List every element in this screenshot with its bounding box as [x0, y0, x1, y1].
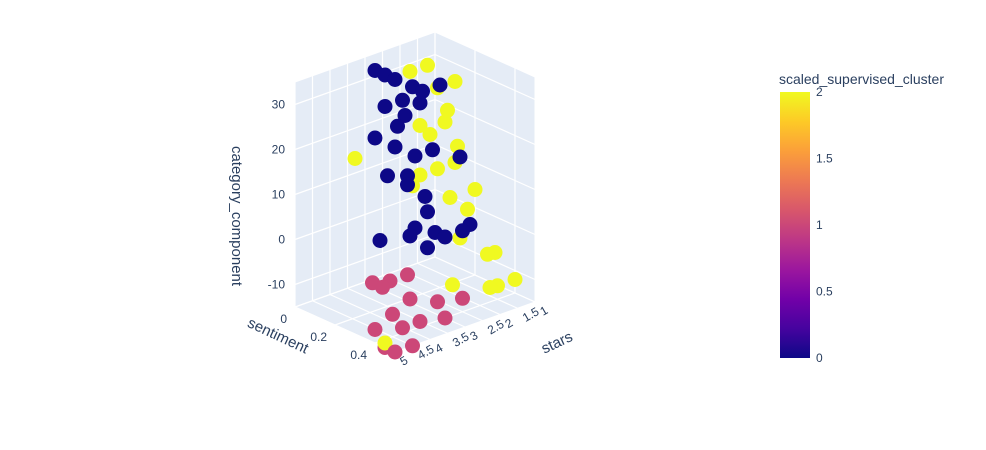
data-point-cluster-2 [412, 167, 428, 183]
data-point-cluster-2 [347, 151, 363, 166]
data-point-cluster-2 [442, 190, 458, 205]
x-grid-line [364, 57, 466, 328]
colorbar-tick-label: 2 [816, 85, 823, 99]
x-grid-line [294, 82, 396, 353]
data-point-cluster-2 [422, 127, 438, 142]
y-tick-label: 0.2 [310, 330, 327, 344]
data-points [347, 57, 523, 360]
data-point-cluster-0 [400, 177, 415, 193]
data-point-cluster-1 [385, 306, 400, 322]
data-point-cluster-0 [402, 228, 418, 244]
data-point-cluster-0 [425, 142, 440, 158]
data-point-cluster-0 [395, 92, 410, 108]
data-point-cluster-1 [367, 322, 383, 337]
colorbar-ticks: 0 0.5 1 1.5 2 [816, 85, 833, 365]
x-axis-title: stars [539, 328, 576, 357]
data-point-cluster-2 [482, 280, 498, 295]
data-point-cluster-0 [380, 168, 395, 184]
data-point-cluster-2 [507, 272, 523, 287]
data-point-cluster-1 [437, 310, 453, 326]
data-point-cluster-0 [397, 108, 413, 123]
colorbar-tick-label: 0.5 [816, 285, 833, 299]
data-point-cluster-1 [405, 338, 420, 354]
data-point-cluster-1 [400, 267, 415, 283]
data-point-cluster-1 [395, 320, 410, 336]
x-grid-line [416, 38, 518, 309]
y-tick-label: 0 [280, 312, 287, 326]
colorbar [780, 92, 810, 358]
data-point-cluster-0 [437, 229, 453, 245]
data-point-cluster-0 [417, 189, 433, 204]
data-point-cluster-0 [412, 95, 428, 111]
data-point-cluster-0 [415, 83, 430, 99]
z-tick-label: 10 [272, 188, 286, 202]
data-point-cluster-0 [387, 139, 403, 155]
x-grid-line [381, 50, 483, 322]
data-point-cluster-1 [375, 279, 390, 295]
data-point-cluster-0 [455, 223, 470, 239]
data-point-cluster-2 [412, 118, 428, 133]
data-point-cluster-2 [440, 102, 455, 118]
data-point-cluster-2 [402, 64, 418, 79]
data-point-cluster-0 [407, 148, 423, 164]
y-axis-title: sentiment [245, 314, 312, 357]
data-point-cluster-2 [460, 201, 475, 217]
data-point-cluster-2 [377, 335, 393, 351]
z-axis-title: category_component [228, 146, 245, 287]
data-point-cluster-0 [452, 149, 468, 165]
data-point-cluster-2 [447, 74, 463, 89]
data-point-cluster-2 [420, 57, 435, 73]
data-point-cluster-0 [420, 204, 435, 220]
data-point-cluster-1 [430, 294, 445, 310]
data-point-cluster-2 [467, 182, 483, 197]
data-point-cluster-2 [430, 161, 445, 177]
data-point-cluster-0 [390, 118, 405, 134]
data-point-cluster-0 [377, 99, 393, 114]
data-point-cluster-1 [455, 290, 470, 306]
z-tick-label: 30 [272, 98, 286, 112]
colorbar-tick-label: 1 [816, 218, 823, 232]
z-tick-label: 0 [278, 233, 285, 247]
data-point-cluster-0 [420, 240, 435, 256]
data-point-cluster-0 [387, 72, 403, 87]
colorbar-title: scaled_supervised_cluster [779, 71, 944, 87]
z-tick-label: 20 [272, 143, 286, 157]
data-point-cluster-1 [412, 314, 428, 329]
y-tick-label: 0.4 [350, 348, 367, 362]
data-point-cluster-2 [445, 277, 460, 293]
x-tick-label: 5 [398, 353, 411, 369]
data-point-cluster-0 [367, 130, 383, 146]
z-tick-label: -10 [268, 278, 286, 292]
data-point-cluster-0 [432, 77, 448, 93]
colorbar-tick-label: 1.5 [816, 152, 833, 166]
colorbar-tick-label: 0 [816, 351, 823, 365]
data-point-cluster-2 [437, 114, 453, 130]
data-point-cluster-1 [402, 291, 418, 307]
data-point-cluster-0 [372, 233, 388, 248]
data-point-cluster-1 [387, 344, 403, 360]
data-point-cluster-2 [480, 246, 495, 262]
